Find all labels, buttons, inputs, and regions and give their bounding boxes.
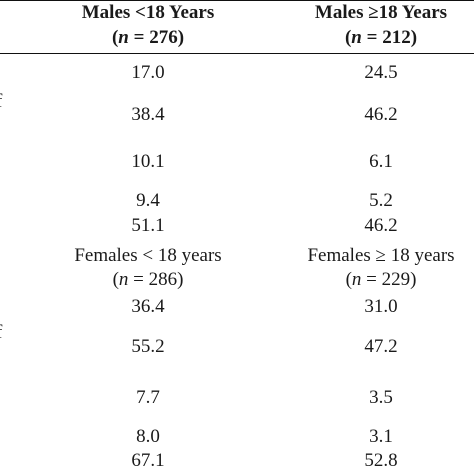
- table-cell: 17.0: [131, 62, 165, 83]
- header-females-18-plus-n: (n = 229): [345, 269, 417, 290]
- header-males-under-18: Males <18 Years: [81, 2, 215, 23]
- table-cell: 31.0: [364, 296, 398, 317]
- header-females-under-18: Females < 18 years: [74, 245, 222, 266]
- table-cell: 7.7: [136, 387, 160, 408]
- table-cell: 5.2: [369, 190, 393, 211]
- clipped-row-label: f: [0, 322, 2, 344]
- clipped-row-label: f: [0, 91, 2, 113]
- table-cell: 67.1: [131, 450, 165, 471]
- header-males-18-plus: Males ≥18 Years: [314, 2, 448, 23]
- table-cell: 47.2: [364, 336, 398, 357]
- table-cell: 8.0: [136, 426, 160, 447]
- table-cell: 38.4: [131, 104, 165, 125]
- header-females-under-18-n: (n = 286): [112, 269, 184, 290]
- table-cell: 52.8: [364, 450, 398, 471]
- header-rule: [0, 53, 474, 54]
- table-cell: 9.4: [136, 190, 160, 211]
- table-cell: 3.5: [369, 387, 393, 408]
- table-cell: 51.1: [131, 215, 165, 236]
- header-males-under-18-n: (n = 276): [111, 27, 185, 48]
- top-rule: [0, 0, 474, 1]
- header-males-18-plus-n: (n = 212): [344, 27, 418, 48]
- table-cell: 10.1: [131, 151, 165, 172]
- table-cell: 3.1: [369, 426, 393, 447]
- table-cell: 24.5: [364, 62, 398, 83]
- header-females-18-plus: Females ≥ 18 years: [307, 245, 455, 266]
- table-cell: 46.2: [364, 215, 398, 236]
- table-cell: 6.1: [369, 151, 393, 172]
- table-cell: 36.4: [131, 296, 165, 317]
- table-cell: 55.2: [131, 336, 165, 357]
- table-cell: 46.2: [364, 104, 398, 125]
